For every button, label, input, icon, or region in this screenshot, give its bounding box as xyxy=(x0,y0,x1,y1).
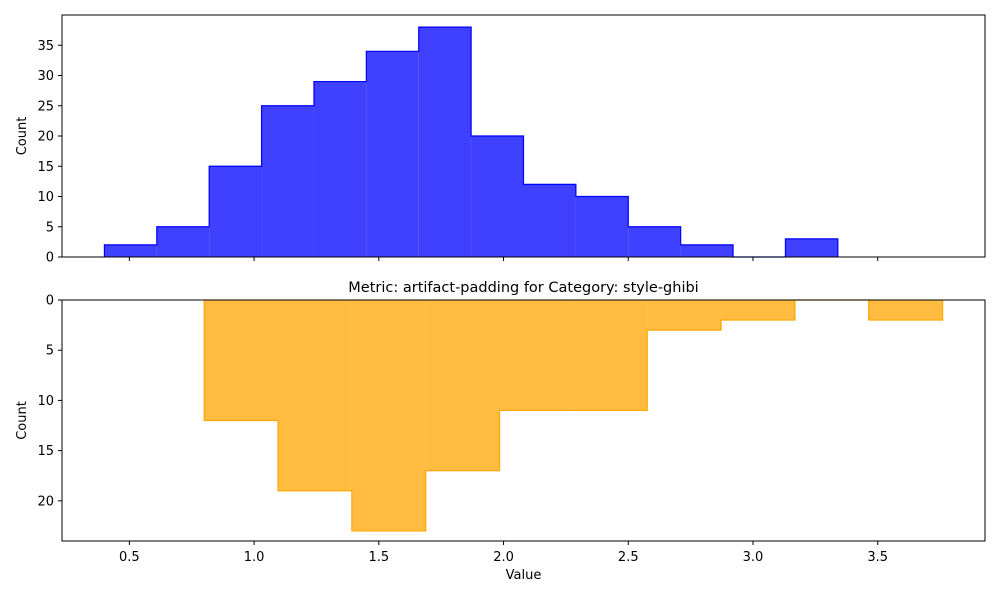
histogram-bar xyxy=(104,244,157,257)
bottom-histogram-axes: 0 5 10 15 20 0.5 1.0 1.5 2.0 2.5 3.0 3.5 Count Value M… xyxy=(15,280,986,583)
y-tick-label: 25 xyxy=(37,99,54,114)
histogram-bar xyxy=(418,27,472,257)
histogram-bar xyxy=(721,300,795,321)
chart-title: Metric: artifact-padding for Category: s… xyxy=(348,280,698,296)
histogram-bar xyxy=(209,166,262,257)
y-axis-label: Count xyxy=(15,117,30,156)
x-axis-label: Value xyxy=(506,568,542,583)
histogram-bar xyxy=(573,300,648,411)
top-histogram-axes: 0 5 10 15 20 25 30 35 Count xyxy=(15,14,986,266)
histogram-bar xyxy=(785,238,838,257)
y-tick-label: 10 xyxy=(37,190,54,205)
y-tick-label: 20 xyxy=(37,130,54,145)
histogram-bar xyxy=(204,300,279,421)
x-tick-label: 3.0 xyxy=(743,550,764,565)
y-tick-label: 30 xyxy=(37,69,54,84)
histogram-bar xyxy=(868,300,943,321)
histogram-bar xyxy=(425,300,500,471)
histogram-bar xyxy=(351,300,426,531)
histogram-bar xyxy=(499,300,574,411)
y-tick-label: 20 xyxy=(37,494,54,509)
histogram-bar xyxy=(680,244,734,257)
y-tick-label: 5 xyxy=(46,344,54,359)
histogram-bar xyxy=(278,300,352,491)
histogram-bar xyxy=(366,51,419,257)
histogram-bar xyxy=(523,184,576,257)
y-tick-label: 15 xyxy=(37,444,54,459)
histogram-bar xyxy=(471,136,524,257)
histogram-bar xyxy=(261,105,314,257)
histogram-bar xyxy=(156,226,210,257)
x-tick-label: 0.5 xyxy=(119,550,140,565)
y-axis-label: Count xyxy=(15,401,30,440)
y-tick-label: 10 xyxy=(37,394,54,409)
x-tick-label: 1.5 xyxy=(368,550,389,565)
y-tick-label: 35 xyxy=(37,39,54,54)
x-tick-label: 2.0 xyxy=(493,550,514,565)
histogram-bar xyxy=(313,81,367,257)
histogram-bar xyxy=(575,196,629,257)
y-tick-label: 5 xyxy=(46,220,54,235)
y-tick-label: 15 xyxy=(37,160,54,175)
x-tick-label: 1.0 xyxy=(244,550,265,565)
x-tick-label: 2.5 xyxy=(618,550,639,565)
histogram-bar xyxy=(647,300,722,331)
histogram-bar xyxy=(628,226,681,257)
histogram-outline xyxy=(103,26,839,258)
y-tick-label: 0 xyxy=(46,294,54,309)
y-tick-label: 0 xyxy=(46,251,54,266)
axes-frame xyxy=(61,299,986,542)
x-tick-label: 3.5 xyxy=(867,550,888,565)
